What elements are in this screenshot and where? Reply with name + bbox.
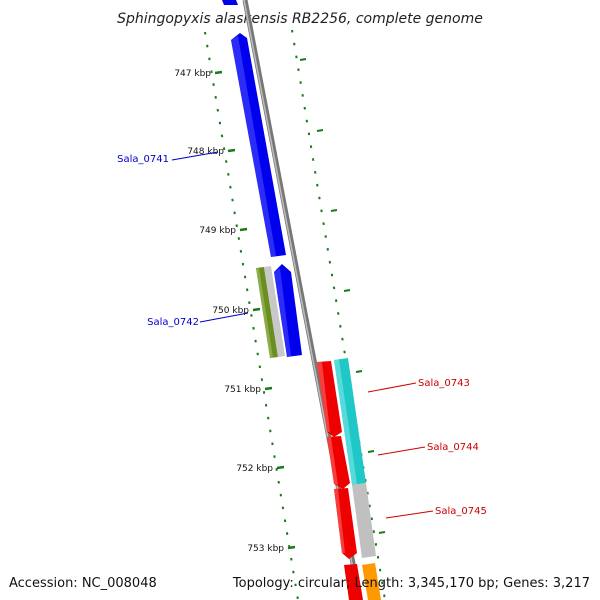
tick-mark — [214, 70, 223, 75]
outer-major-tick — [299, 58, 307, 61]
gene-labels: Sala_0741 Sala_0742 Sala_0743 Sala_0744 Sala… — [117, 151, 487, 519]
gene-leader-line — [171, 151, 219, 161]
outer-major-tick — [316, 129, 324, 132]
tick-label: 749 kbp — [199, 226, 236, 236]
tick-mark — [287, 545, 296, 550]
gene-arrow-orange[interactable] — [362, 563, 381, 600]
outer-major-tick — [367, 450, 375, 453]
gene-label-sala-0745[interactable]: Sala_0745 — [435, 506, 487, 517]
gene-arrow-bottom-red[interactable] — [344, 564, 363, 600]
tick-label: 750 kbp — [212, 306, 249, 316]
accession-label: Accession: NC_008048 — [9, 576, 157, 591]
gene-arrow-gray-2[interactable] — [352, 483, 376, 558]
gene-arrow-top[interactable] — [222, 0, 238, 5]
outer-major-tick — [330, 209, 338, 212]
gene-leader-line — [199, 312, 249, 323]
topology-label: Topology: circular; Length: 3,345,170 bp… — [232, 576, 590, 591]
tick-mark — [239, 227, 248, 232]
tick-mark — [252, 307, 261, 312]
tick-label: 753 kbp — [247, 544, 284, 554]
inner-dotted-line — [204, 31, 299, 600]
map-title: Sphingopyxis alaskensis RB2256, complete… — [117, 11, 483, 27]
gene-label-sala-0742[interactable]: Sala_0742 — [147, 317, 199, 328]
outer-major-tick — [343, 289, 351, 292]
gene-arrow-gray-1[interactable] — [264, 266, 285, 357]
gene-label-sala-0743[interactable]: Sala_0743 — [418, 378, 470, 389]
gene-leader-line — [385, 510, 434, 519]
outer-major-tick — [355, 370, 363, 373]
gene-leader-line — [377, 446, 426, 456]
tick-label: 751 kbp — [224, 385, 261, 395]
tick-label: 747 kbp — [174, 69, 211, 79]
gene-features — [222, 0, 381, 600]
tick-label: 752 kbp — [236, 464, 273, 474]
tick-mark — [264, 386, 273, 391]
tick-label: 748 kbp — [187, 147, 224, 157]
tick-mark — [227, 148, 236, 153]
tick-mark — [276, 465, 285, 470]
outer-major-tick — [378, 531, 386, 534]
gene-label-sala-0741[interactable]: Sala_0741 — [117, 154, 169, 165]
coordinate-ticks: 747 kbp 748 kbp 749 kbp 750 kbp 751 kbp 752 k… — [174, 69, 296, 554]
gene-leader-line — [367, 382, 417, 393]
gene-label-sala-0744[interactable]: Sala_0744 — [427, 442, 479, 453]
